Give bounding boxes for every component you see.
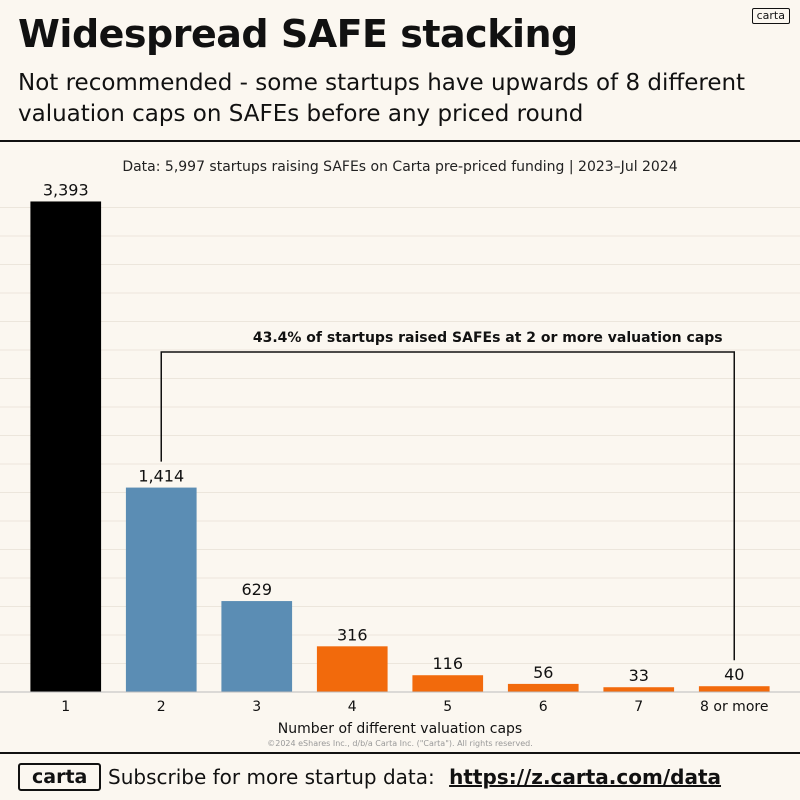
copyright-notice: ©2024 eShares Inc., d/b/a Carta Inc. ("C…	[267, 739, 533, 748]
x-tick-label: 8 or more	[700, 699, 768, 715]
chart-source-note: Data: 5,997 startups raising SAFEs on Ca…	[122, 159, 678, 175]
x-tick-label: 1	[61, 699, 70, 715]
annotation-text: 43.4% of startups raised SAFEs at 2 or m…	[253, 330, 723, 346]
bar-5	[412, 675, 484, 692]
footer-cta-text: Subscribe for more startup data:	[108, 765, 435, 789]
x-tick-label: 3	[252, 699, 261, 715]
bar-value-label: 316	[337, 625, 368, 644]
bar-6	[507, 683, 579, 692]
bar-value-label: 56	[533, 663, 553, 682]
bar-8-or-more	[698, 686, 770, 692]
page-title: Widespread SAFE stacking	[18, 12, 578, 56]
bar-1	[30, 201, 102, 692]
header-divider	[0, 140, 800, 142]
bar-3	[221, 601, 293, 692]
annotation-bracket	[160, 351, 735, 661]
bar-value-label: 116	[432, 654, 463, 673]
x-tick-label: 2	[157, 699, 166, 715]
bar-value-label: 3,393	[43, 180, 89, 199]
footer-divider	[0, 752, 800, 754]
page-subtitle: Not recommended - some startups have upw…	[18, 70, 746, 127]
bar-2	[125, 487, 197, 692]
carta-footer-logo: carta	[18, 763, 102, 791]
bar-value-label: 1,414	[138, 467, 184, 486]
footer-cta: Subscribe for more startup data: https:/…	[108, 765, 721, 789]
x-tick-label: 6	[539, 699, 548, 715]
x-tick-label: 7	[634, 699, 643, 715]
x-axis-label: Number of different valuation caps	[278, 721, 522, 737]
bar-chart: 3,393 1 1,414 2 629 3 316 4 116 5 56 6 33 7 40 8 or mor…	[0, 180, 800, 737]
bar-7	[603, 687, 675, 692]
bar-4	[316, 646, 388, 692]
x-tick-label: 4	[348, 699, 357, 715]
bar-value-label: 629	[241, 580, 272, 599]
carta-logo-badge: carta	[751, 8, 790, 24]
x-tick-label: 5	[443, 699, 452, 715]
subscribe-link[interactable]: https://z.carta.com/data	[449, 765, 722, 789]
bar-value-label: 33	[629, 666, 649, 685]
bar-value-label: 40	[724, 665, 744, 684]
